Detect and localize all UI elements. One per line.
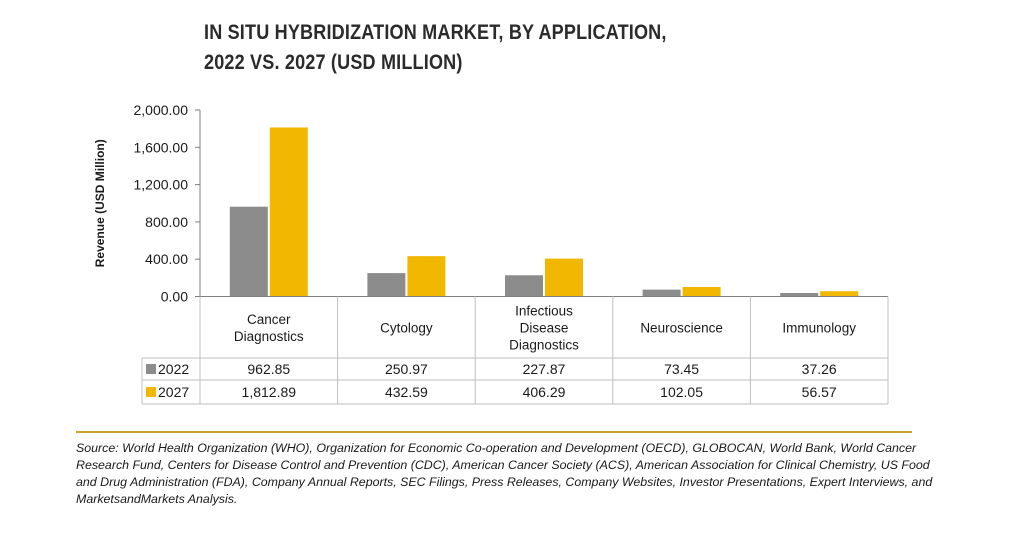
bar-2027-4 [682,286,721,297]
data-label-2027-5: 56.57 [802,384,837,400]
y-tick-label: 1,600.00 [134,139,189,155]
legend-key-2027 [146,387,156,397]
bar-2027-3 [545,258,583,297]
bar-2022-4 [642,289,681,297]
y-axis-label: Revenue (USD Million) [93,139,107,267]
data-label-2027-2: 432.59 [385,384,428,400]
bar-chart: 0.00 400.00 800.00 1,200.00 1,600.00 2,000.00… [93,102,889,405]
chart-title-line-2: 2022 VS. 2027 (USD MILLION) [204,51,463,74]
source-label: Source: [76,441,119,455]
data-label-2027-1: 1,812.89 [242,384,297,400]
data-label-2022-1: 962.85 [247,361,290,377]
source-note: Source: World Health Organization (WHO),… [76,440,936,508]
x-category-label: Diagnostics [509,337,579,352]
bar-2022-2 [367,273,406,297]
chart-title: IN SITU HYBRIDIZATION MARKET, BY APPLICA… [204,18,667,78]
source-text: World Health Organization (WHO), Organiz… [76,441,933,506]
y-tick-label: 0.00 [161,289,188,305]
chart-title-line-1: IN SITU HYBRIDIZATION MARKET, BY APPLICA… [204,21,667,44]
y-tick-label: 400.00 [145,251,188,267]
data-label-2022-4: 73.45 [664,361,699,377]
x-category-label: Neuroscience [640,320,723,335]
x-category-label: Cytology [380,320,433,335]
bar-2027-1 [269,127,308,297]
x-category-label: Immunology [782,320,856,335]
x-category-label: Disease [520,320,569,335]
bar-2027-5 [820,291,859,297]
x-category-label: Diagnostics [234,329,304,344]
x-category-label: Cancer [247,312,291,327]
y-tick-label: 800.00 [145,214,188,230]
source-divider [76,431,912,433]
data-label-2027-3: 406.29 [523,384,566,400]
data-label-2022-3: 227.87 [523,361,566,377]
bar-2022-1 [229,206,268,297]
data-label-2027-4: 102.05 [660,384,703,400]
legend-label-2027: 2027 [158,384,189,400]
data-label-2022-2: 250.97 [385,361,428,377]
legend-label-2022: 2022 [158,361,189,377]
legend-key-2022 [146,364,156,374]
bar-2022-3 [505,275,543,297]
y-tick-label: 2,000.00 [134,102,189,118]
bar-2027-2 [407,256,446,297]
y-tick-label: 1,200.00 [134,177,189,193]
x-category-label: Infectious [515,303,573,318]
data-label-2022-5: 37.26 [802,361,837,377]
bar-2022-5 [780,293,819,297]
